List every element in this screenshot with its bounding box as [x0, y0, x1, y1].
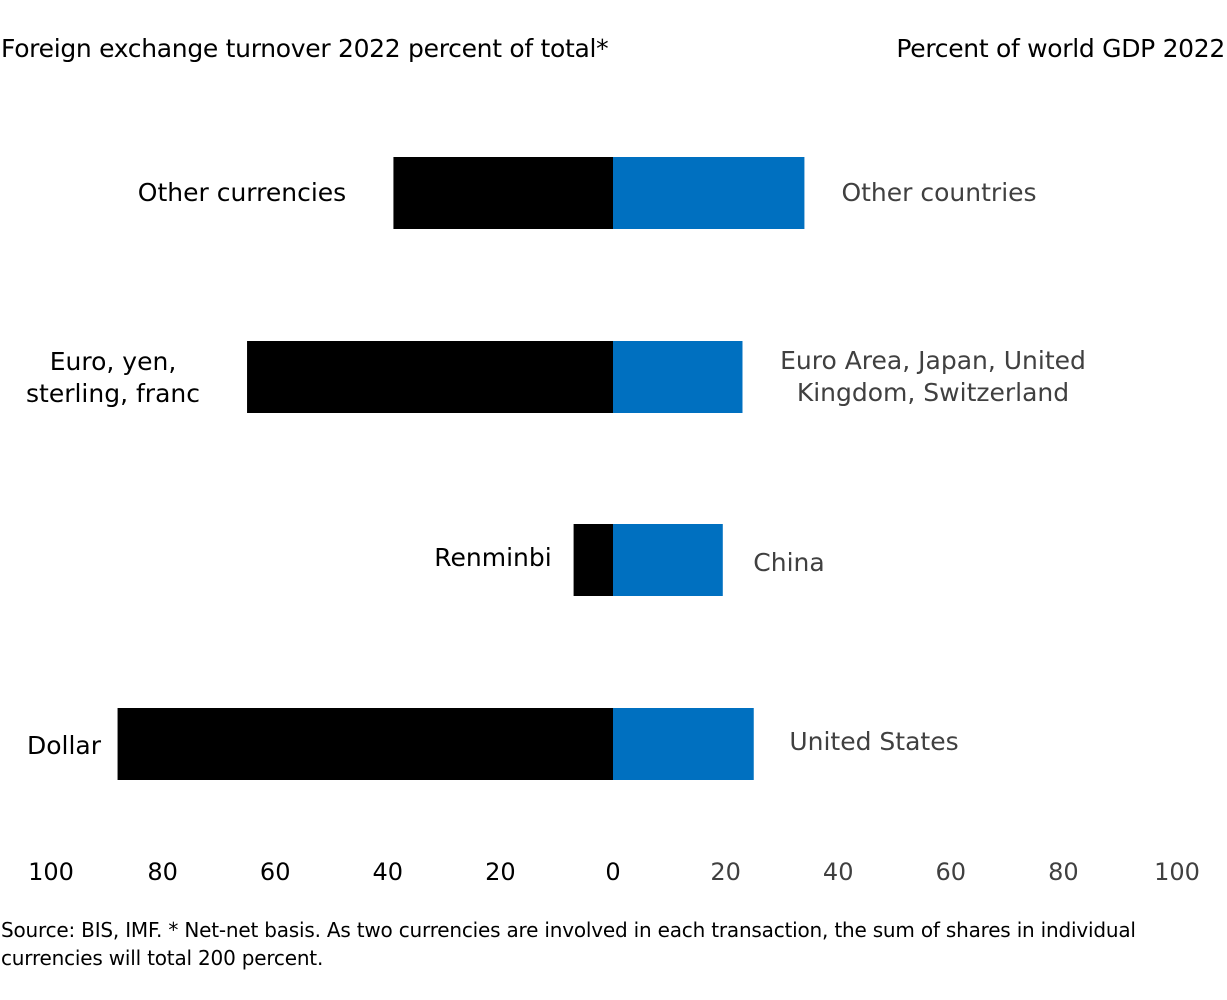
currency-label: Dollar: [27, 731, 102, 760]
x-tick-label: 80: [147, 858, 178, 886]
x-tick-label: 60: [936, 858, 967, 886]
source-note: Source: BIS, IMF. * Net-net basis. As tw…: [1, 918, 1136, 970]
x-tick-label: 60: [260, 858, 291, 886]
region-label: Other countries: [841, 178, 1036, 207]
currency-label: Renminbi: [434, 543, 551, 572]
left-chart-title: Foreign exchange turnover 2022 percent o…: [1, 34, 609, 63]
currency-label: sterling, franc: [26, 379, 200, 408]
region-label: Euro Area, Japan, United: [780, 346, 1086, 375]
x-tick-label: 40: [373, 858, 404, 886]
x-tick-label: 20: [485, 858, 516, 886]
gdp-share-bar: [613, 524, 723, 596]
x-tick-label: 100: [1154, 858, 1200, 886]
x-tick-label: 80: [1048, 858, 1079, 886]
fx-turnover-bar: [393, 157, 613, 229]
region-label: United States: [789, 727, 958, 756]
fx-turnover-bar: [573, 524, 613, 596]
x-tick-label: 20: [710, 858, 741, 886]
currency-label: Euro, yen,: [50, 347, 177, 376]
fx-turnover-bar: [247, 341, 614, 413]
currency-label: Other currencies: [138, 178, 346, 207]
butterfly-bar-chart: Other currencies Euro, yen, sterling, fran…: [26, 157, 1200, 886]
x-tick-label: 0: [605, 858, 620, 886]
gdp-share-bar: [613, 341, 743, 413]
gdp-share-bar: [613, 708, 754, 780]
region-label: Kingdom, Switzerland: [797, 378, 1069, 407]
fx-turnover-bar: [117, 708, 613, 780]
right-chart-title: Percent of world GDP 2022: [896, 34, 1225, 63]
x-tick-label: 40: [823, 858, 854, 886]
x-tick-label: 100: [28, 858, 74, 886]
region-label: China: [753, 548, 824, 577]
gdp-share-bar: [613, 157, 805, 229]
